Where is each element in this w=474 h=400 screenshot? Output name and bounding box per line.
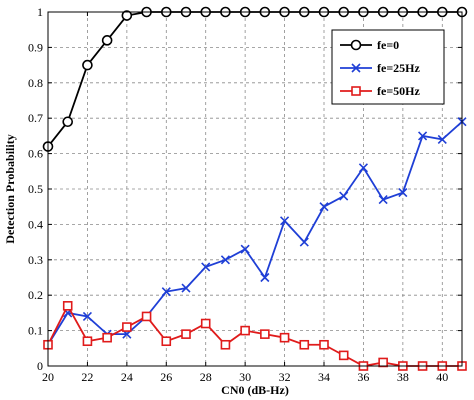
data-point-fe-50hz bbox=[220, 339, 231, 350]
data-point-fe-25hz bbox=[260, 272, 270, 283]
y-tick-label: 0.6 bbox=[28, 147, 43, 161]
data-point-fe-0 bbox=[62, 116, 74, 128]
x-tick-label: 38 bbox=[397, 370, 409, 384]
x-tick-label: 40 bbox=[436, 370, 448, 384]
data-point-fe-25hz bbox=[181, 283, 191, 293]
x-tick-label: 32 bbox=[279, 370, 291, 384]
x-axis-title: CN0 (dB-Hz) bbox=[221, 383, 289, 397]
legend-swatch-marker bbox=[351, 63, 361, 73]
series-fe-50hz bbox=[43, 301, 467, 371]
data-point-fe-50hz bbox=[82, 336, 93, 347]
y-tick-label: 0.7 bbox=[28, 111, 43, 125]
data-point-fe-50hz bbox=[102, 332, 112, 343]
data-point-fe-25hz bbox=[240, 244, 250, 254]
x-tick-label: 36 bbox=[357, 370, 369, 384]
x-tick-label: 34 bbox=[318, 370, 330, 384]
data-point-fe-25hz bbox=[418, 131, 428, 141]
y-tick-label: 0.1 bbox=[28, 324, 43, 338]
data-point-fe-25hz bbox=[299, 237, 309, 247]
legend: fe=0 fe=25Hz fe=50Hz bbox=[331, 29, 445, 105]
y-tick-label: 1 bbox=[37, 5, 43, 19]
data-point-fe-50hz bbox=[181, 329, 191, 339]
data-point-fe-50hz bbox=[141, 311, 152, 322]
tick-layer: 20 22 24 26 28 30 32 34 36 38 40 0 0.1 0.2 0.3 0.4 0.5 0.… bbox=[28, 5, 462, 384]
y-tick-label: 0.9 bbox=[28, 40, 43, 54]
data-point-fe-50hz bbox=[161, 336, 172, 347]
data-point-fe-25hz bbox=[82, 311, 92, 322]
x-tick-label: 30 bbox=[239, 370, 251, 384]
y-axis-title: Detection Probability bbox=[3, 134, 17, 243]
data-point-fe-0 bbox=[121, 10, 133, 21]
data-point-fe-0 bbox=[101, 35, 113, 46]
x-tick-label: 28 bbox=[200, 370, 212, 384]
data-point-fe-50hz bbox=[319, 339, 329, 350]
legend-box bbox=[331, 29, 445, 105]
legend-label: fe=50Hz bbox=[377, 84, 420, 98]
data-point-fe-25hz bbox=[319, 202, 329, 212]
data-point-fe-25hz bbox=[358, 163, 368, 173]
series-line-fe-50hz bbox=[47, 303, 462, 367]
legend-swatch-marker bbox=[350, 39, 362, 51]
x-tick-label: 26 bbox=[160, 370, 172, 384]
data-point-fe-0 bbox=[82, 59, 93, 71]
legend-label: fe=0 bbox=[377, 38, 399, 52]
legend-label: fe=25Hz bbox=[377, 61, 420, 75]
data-point-fe-25hz bbox=[378, 195, 388, 205]
y-tick-label: 0.8 bbox=[28, 76, 43, 90]
data-point-fe-50hz bbox=[338, 350, 349, 361]
y-tick-label: 0.3 bbox=[28, 253, 43, 267]
data-point-fe-50hz bbox=[378, 357, 388, 368]
plot-frame bbox=[47, 11, 463, 367]
data-point-fe-50hz bbox=[240, 325, 250, 336]
data-point-fe-25hz bbox=[220, 255, 230, 265]
x-tick-label: 20 bbox=[42, 370, 54, 384]
data-point-fe-25hz bbox=[398, 187, 408, 198]
data-point-fe-50hz bbox=[200, 318, 211, 329]
legend-swatch-marker bbox=[351, 86, 361, 96]
data-point-fe-25hz bbox=[201, 262, 211, 272]
x-tick-label: 24 bbox=[121, 370, 133, 384]
y-tick-label: 0 bbox=[37, 359, 43, 373]
data-point-fe-25hz bbox=[280, 216, 290, 226]
data-point-fe-50hz bbox=[62, 301, 73, 311]
y-tick-label: 0.2 bbox=[28, 288, 43, 302]
series-line-fe-25hz bbox=[47, 121, 463, 346]
x-tick-label: 22 bbox=[81, 370, 93, 384]
data-point-fe-50hz bbox=[279, 332, 290, 343]
data-point-fe-25hz bbox=[161, 287, 171, 297]
data-point-fe-25hz bbox=[339, 191, 349, 201]
y-tick-label: 0.5 bbox=[28, 182, 43, 196]
data-point-fe-50hz bbox=[299, 339, 310, 350]
y-tick-label: 0.4 bbox=[28, 217, 43, 231]
data-point-fe-50hz bbox=[260, 329, 270, 339]
data-point-fe-25hz bbox=[437, 134, 447, 145]
data-point-fe-50hz bbox=[122, 322, 132, 332]
